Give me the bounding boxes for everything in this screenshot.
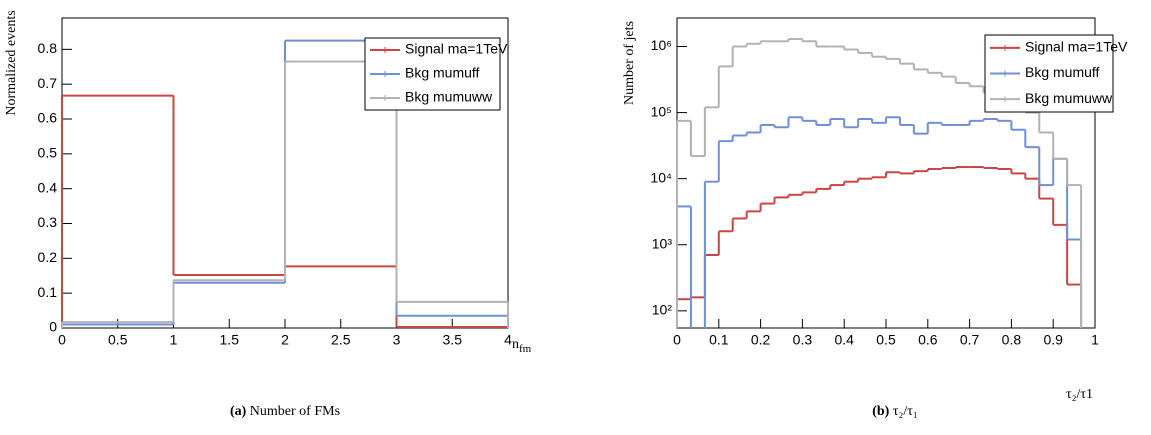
legend-label: Bkg mumuww — [405, 89, 493, 105]
x-tick-label: 0.2 — [751, 332, 771, 348]
legend-label: Bkg mumuff — [1025, 64, 1100, 80]
x-tick-label: 3 — [393, 332, 401, 348]
y-tick-label: 0 — [49, 319, 57, 335]
legend-label: Bkg mumuff — [405, 65, 480, 81]
y-tick-label: 0.5 — [38, 145, 58, 161]
caption-text: τ₂/τ₁ — [893, 404, 918, 419]
x-tick-label: 1 — [170, 332, 178, 348]
y-tick-label: 0.3 — [38, 214, 58, 230]
x-tick-label: 3.5 — [443, 332, 463, 348]
legend-label: Bkg mumuww — [1025, 90, 1113, 106]
x-tick-label: 0.5 — [108, 332, 128, 348]
x-axis-label: τ₂/τ1 — [1066, 387, 1093, 402]
y-tick-label: 0.8 — [38, 40, 58, 56]
x-tick-label: 0.3 — [793, 332, 813, 348]
y-tick-label: 10⁴ — [650, 169, 672, 185]
series — [676, 37, 1083, 328]
series — [676, 116, 1083, 328]
x-axis-label-main: τ₂/τ1 — [1066, 387, 1093, 402]
x-tick-label: 1 — [1091, 332, 1099, 348]
y-tick-label: 10⁶ — [651, 37, 672, 53]
x-tick-label: 2 — [281, 332, 289, 348]
y-tick-label: 0.4 — [38, 179, 58, 195]
caption-label: (a) — [230, 404, 247, 419]
x-tick-label: 1.5 — [220, 332, 240, 348]
y-tick-label: 10³ — [652, 235, 673, 251]
caption: (b) τ₂/τ₁ — [872, 404, 918, 419]
x-tick-label: 0.4 — [834, 332, 854, 348]
x-tick-label: 0.5 — [876, 332, 896, 348]
x-tick-label: 0.6 — [918, 332, 938, 348]
x-tick-label: 0 — [673, 332, 681, 348]
legend-label: Signal ma=1TeV — [1025, 39, 1128, 55]
x-tick-label: 0 — [58, 332, 66, 348]
chart: 0 0.5 1 1.5 2 2.5 3 3.5 4 0 0.1 0.2 0.3 0.4 0.5 0.6 0.7 0… — [4, 10, 531, 419]
chart: 0 0.1 0.2 0.3 0.4 0.5 0.6 0.7 0.8 0.9 1 10² 10³ 10⁴ 10… — [622, 17, 1128, 419]
y-tick-label: 0.1 — [38, 284, 58, 300]
x-axis-label-sub: fm — [519, 343, 532, 355]
caption-text: Number of FMs — [250, 404, 340, 419]
x-tick-label: 4 — [504, 332, 512, 348]
x-axis-label-main: n — [512, 337, 519, 352]
y-axis-label: Number of jets — [622, 21, 637, 105]
x-tick-label: 0.8 — [1002, 332, 1022, 348]
y-tick-label: 0.6 — [38, 110, 58, 126]
x-axis-label: nfm — [512, 337, 532, 354]
x-tick-label: 0.9 — [1043, 332, 1063, 348]
x-tick-label: 0.7 — [960, 332, 980, 348]
caption: (a) Number of FMs — [230, 404, 340, 419]
y-axis-label: Normalized events — [4, 10, 19, 115]
caption-label: (b) — [872, 404, 889, 419]
series — [676, 166, 1083, 328]
y-tick-label: 0.7 — [38, 75, 58, 91]
legend-label: Signal ma=1TeV — [405, 41, 508, 57]
x-tick-label: 2.5 — [331, 332, 351, 348]
y-tick-label: 10² — [652, 302, 673, 318]
x-tick-label: 0.1 — [709, 332, 729, 348]
y-tick-label: 0.2 — [38, 249, 58, 265]
y-tick-label: 10⁵ — [651, 103, 672, 119]
